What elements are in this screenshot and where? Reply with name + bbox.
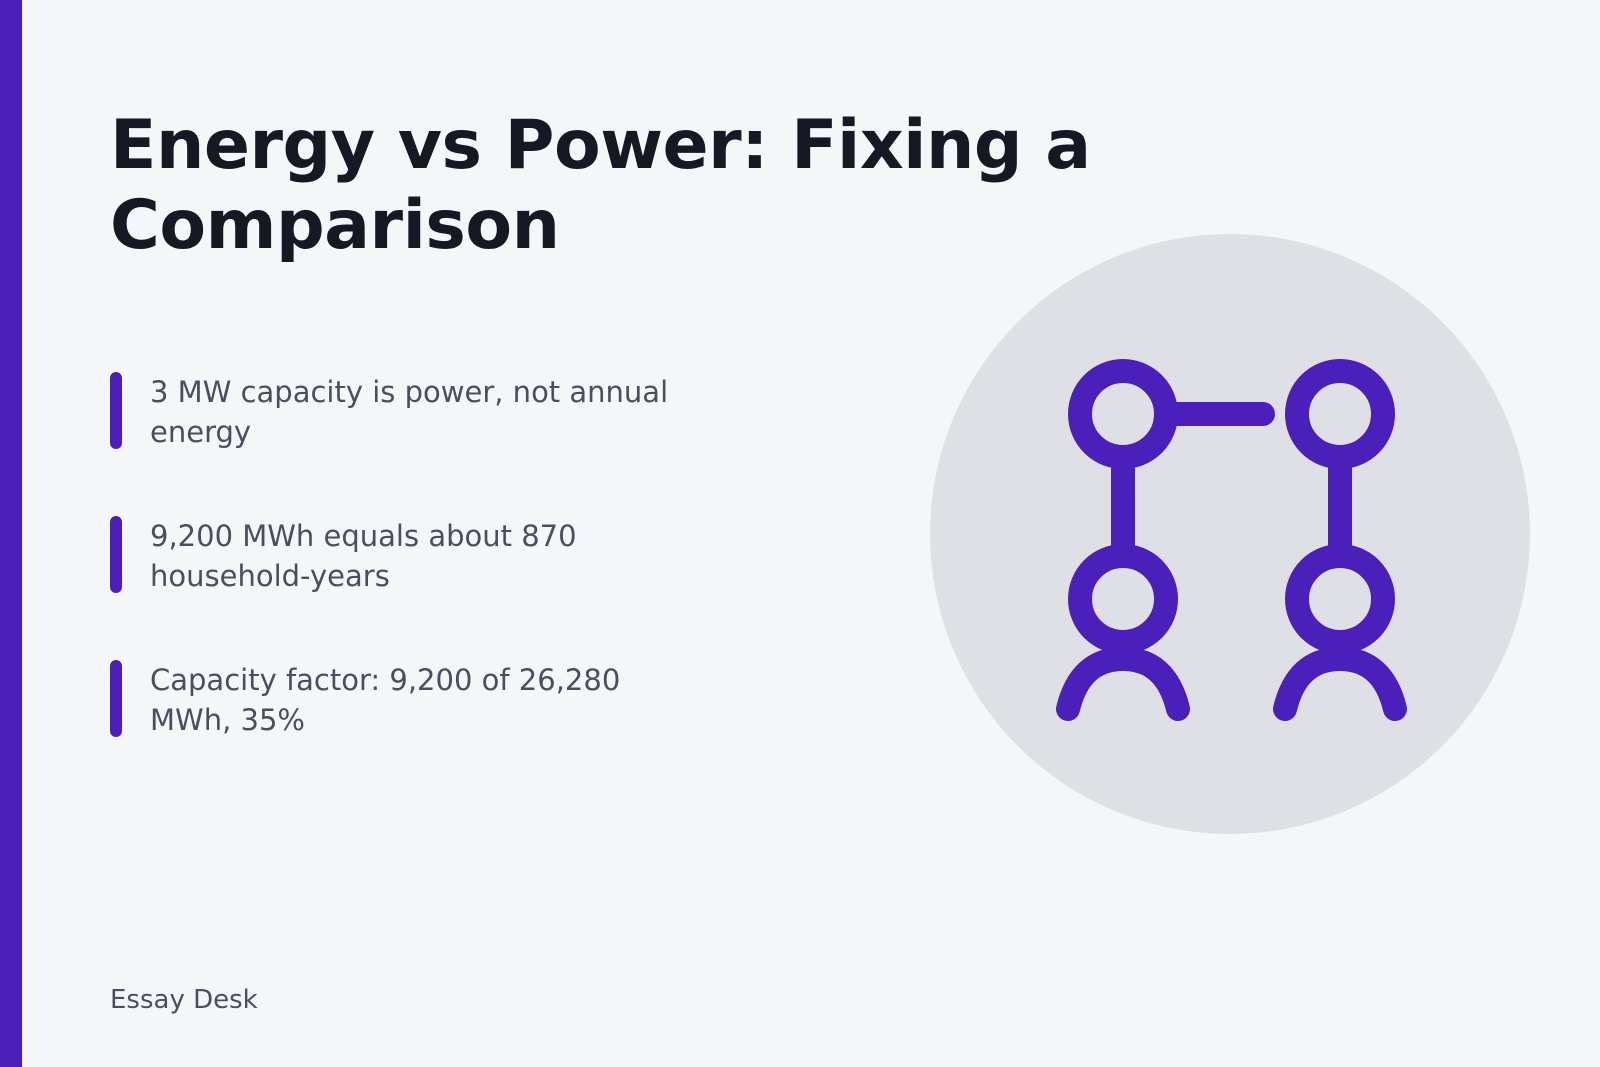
point-marker [110,660,122,737]
left-person-head [1068,544,1178,654]
key-point: 3 MW capacity is power, not annual energ… [110,372,710,452]
key-point: 9,200 MWh equals about 870 household-yea… [110,516,710,596]
key-point-text: 3 MW capacity is power, not annual energ… [150,375,669,449]
top-right-node [1285,359,1395,469]
illustration [930,234,1530,834]
key-point: Capacity factor: 9,200 of 26,280 MWh, 35… [110,660,710,740]
point-marker [110,516,122,593]
footer-brand: Essay Desk [110,985,258,1015]
point-marker [110,372,122,449]
page-title: Energy vs Power: Fixing a Comparison [110,106,1091,265]
connected-people-icon [930,234,1530,834]
illustration-background-circle [930,234,1530,834]
right-person-head [1285,544,1395,654]
left-person-body [1056,646,1190,721]
key-points-list: 3 MW capacity is power, not annual energ… [110,372,710,810]
key-point-text: 9,200 MWh equals about 870 household-yea… [150,519,577,593]
left-accent-bar [0,0,22,1067]
right-person-body [1273,646,1407,721]
top-left-node [1068,359,1178,469]
network-graph [1056,359,1407,721]
key-point-text: Capacity factor: 9,200 of 26,280 MWh, 35… [150,663,621,737]
